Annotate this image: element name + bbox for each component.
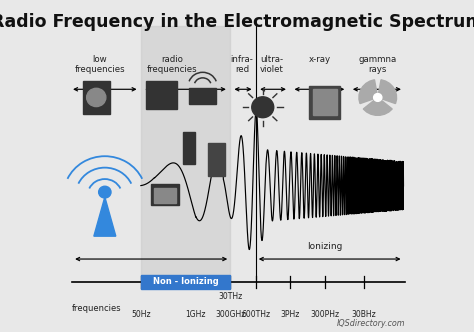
Text: radio
frequencies: radio frequencies bbox=[146, 55, 197, 74]
Bar bbox=[312, 89, 337, 116]
Bar bbox=[141, 275, 230, 289]
Bar bbox=[189, 88, 217, 104]
Text: 30THz: 30THz bbox=[218, 292, 242, 301]
Text: 300GHz: 300GHz bbox=[215, 310, 246, 319]
Circle shape bbox=[252, 97, 273, 118]
Text: x-ray: x-ray bbox=[308, 55, 330, 64]
Text: IQSdirectory.com: IQSdirectory.com bbox=[337, 319, 405, 328]
Text: low
frequencies: low frequencies bbox=[74, 55, 125, 74]
Bar bbox=[141, 26, 230, 279]
Polygon shape bbox=[378, 80, 397, 104]
Text: 1GHz: 1GHz bbox=[185, 310, 206, 319]
Text: 30BHz: 30BHz bbox=[352, 310, 376, 319]
Polygon shape bbox=[359, 80, 378, 104]
Circle shape bbox=[99, 186, 111, 198]
Polygon shape bbox=[94, 197, 116, 236]
Circle shape bbox=[87, 88, 106, 107]
Text: 600THz: 600THz bbox=[241, 310, 271, 319]
Text: ultra-
violet: ultra- violet bbox=[259, 55, 283, 74]
Bar bbox=[183, 132, 195, 164]
Bar bbox=[309, 86, 340, 119]
Text: frequencies: frequencies bbox=[72, 304, 122, 313]
Text: gammna
rays: gammna rays bbox=[359, 55, 397, 74]
Text: infra-
red: infra- red bbox=[231, 55, 254, 74]
Bar bbox=[154, 188, 176, 203]
Circle shape bbox=[374, 94, 382, 101]
Polygon shape bbox=[363, 98, 392, 115]
Bar bbox=[151, 184, 179, 205]
Bar bbox=[82, 81, 110, 114]
Text: 50Hz: 50Hz bbox=[131, 310, 151, 319]
Text: Radio Frequency in the Electromagnetic Spectrum: Radio Frequency in the Electromagnetic S… bbox=[0, 13, 474, 31]
Bar bbox=[208, 143, 225, 176]
Text: 300PHz: 300PHz bbox=[310, 310, 339, 319]
Text: Ionizing: Ionizing bbox=[307, 242, 342, 251]
Text: Non - Ionizing: Non - Ionizing bbox=[153, 278, 219, 287]
Bar bbox=[146, 81, 177, 109]
Text: 3PHz: 3PHz bbox=[281, 310, 300, 319]
